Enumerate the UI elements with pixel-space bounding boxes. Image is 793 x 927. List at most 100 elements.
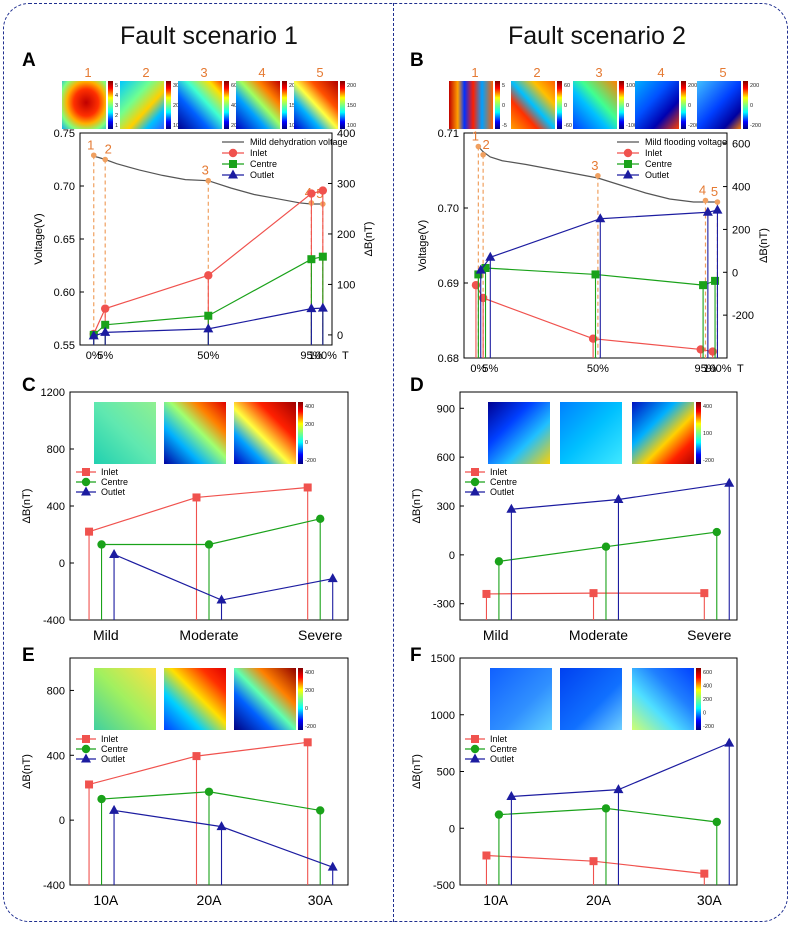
y2tick-label: 400 bbox=[732, 182, 750, 194]
category-label: Severe bbox=[687, 627, 732, 643]
ylabel: ΔB(nT) bbox=[411, 489, 423, 524]
voltage-marker-label: 3 bbox=[591, 158, 598, 173]
ytick-label: 0.70 bbox=[54, 181, 75, 193]
series-marker-outlet bbox=[216, 594, 227, 604]
series-marker-centre bbox=[699, 281, 708, 290]
colorbar-tick-label: 200 bbox=[347, 83, 356, 89]
series-marker-centre bbox=[316, 806, 325, 815]
heatmap-1 bbox=[490, 668, 552, 730]
colorbar-tick-label: 0 bbox=[305, 706, 308, 712]
series-marker-outlet bbox=[317, 302, 328, 312]
y2tick-label: 0 bbox=[337, 330, 343, 342]
xtick-label: 100% bbox=[309, 350, 337, 362]
colorbar-tick-label: 40 bbox=[231, 103, 237, 109]
category-label: Moderate bbox=[179, 627, 238, 643]
colorbar-tick-label: 200 bbox=[305, 688, 314, 694]
y2tick-label: 400 bbox=[337, 128, 355, 140]
voltage-marker bbox=[702, 197, 709, 204]
heatmap-3 bbox=[632, 668, 694, 730]
series-marker-inlet bbox=[85, 780, 94, 789]
series-marker-centre bbox=[494, 810, 504, 819]
xtick-label: 0% bbox=[86, 350, 102, 362]
legend-marker bbox=[82, 735, 90, 743]
series-marker-centre bbox=[481, 264, 490, 272]
legend-marker bbox=[471, 468, 479, 476]
legend-label-voltage: Mild flooding voltage bbox=[645, 137, 727, 147]
panel-label-C: C bbox=[22, 375, 36, 396]
series-marker-outlet bbox=[327, 861, 338, 871]
legend-label-inlet: Inlet bbox=[101, 734, 119, 744]
chart-D: D 400 100 -200 -300 0 300 600 900 ΔB(nT) Mild Moder… bbox=[410, 375, 738, 643]
heatmap-3 bbox=[234, 668, 296, 730]
series-marker-inlet bbox=[192, 493, 201, 502]
series-marker-outlet bbox=[506, 503, 517, 513]
legend-label-inlet: Inlet bbox=[250, 148, 268, 158]
legend-marker bbox=[81, 477, 91, 487]
category-label: 20A bbox=[586, 892, 612, 908]
heatmap-2 bbox=[560, 402, 622, 464]
series-marker-centre bbox=[591, 270, 600, 279]
colorbar-tick-label: -200 bbox=[750, 123, 761, 129]
series-marker-centre bbox=[101, 320, 110, 329]
voltage-marker bbox=[595, 172, 601, 179]
colorbar-tick-label: -200 bbox=[703, 724, 714, 730]
map-label: 1 bbox=[84, 65, 91, 80]
ylabel: Voltage(V) bbox=[33, 213, 45, 264]
colorbar-tick-label: 20 bbox=[231, 123, 237, 129]
chart-B: B150-52600-6031000-10042000-20052000-200… bbox=[410, 50, 770, 375]
series-marker-centre bbox=[204, 787, 214, 796]
ytick-label: 0.71 bbox=[438, 128, 459, 140]
colorbar-tick-label: 3 bbox=[115, 103, 118, 109]
ylabel: ΔB(nT) bbox=[21, 489, 33, 524]
heatmap-2 bbox=[164, 668, 226, 730]
series-marker-outlet bbox=[306, 303, 317, 313]
colorbar-tick-label: 100 bbox=[703, 431, 712, 437]
series-marker-outlet bbox=[109, 548, 120, 558]
heatmap-2 bbox=[511, 81, 555, 129]
legend-marker bbox=[470, 753, 480, 763]
legend-marker bbox=[81, 486, 91, 496]
legend-label-outlet: Outlet bbox=[490, 754, 515, 764]
colorbar bbox=[557, 81, 562, 129]
colorbar-tick-label: 200 bbox=[305, 422, 314, 428]
colorbar-tick-label: 4 bbox=[115, 93, 118, 99]
ylabel: Voltage(V) bbox=[417, 220, 429, 271]
series-marker-outlet bbox=[506, 790, 517, 800]
colorbar bbox=[108, 81, 113, 129]
colorbar-tick-label: 20 bbox=[173, 103, 179, 109]
legend-label-outlet: Outlet bbox=[645, 170, 670, 180]
map-label: 5 bbox=[719, 65, 726, 80]
map-label: 5 bbox=[316, 65, 323, 80]
colorbar-tick-label: 400 bbox=[703, 404, 712, 410]
series-marker-outlet bbox=[712, 204, 723, 214]
legend-label-inlet: Inlet bbox=[101, 467, 119, 477]
colorbar-tick-label: 150 bbox=[347, 103, 356, 109]
series-marker-outlet bbox=[485, 251, 496, 261]
ytick-label: -500 bbox=[433, 880, 455, 892]
series-marker-inlet bbox=[700, 589, 709, 598]
colorbar-tick-label: 5 bbox=[115, 83, 118, 89]
heatmap-1 bbox=[94, 668, 156, 730]
colorbar bbox=[340, 81, 345, 129]
colorbar-tick-label: 0 bbox=[626, 103, 629, 109]
voltage-marker-label: 1 bbox=[87, 137, 94, 152]
ytick-label: 0.65 bbox=[54, 234, 75, 246]
heatmap-4 bbox=[236, 81, 280, 129]
legend-label-centre: Centre bbox=[250, 159, 277, 169]
panel-label-B: B bbox=[410, 50, 424, 71]
series-marker-inlet bbox=[307, 189, 316, 198]
y2tick-label: -200 bbox=[732, 310, 754, 322]
heatmap-3 bbox=[178, 81, 222, 129]
ytick-label: -300 bbox=[433, 599, 455, 611]
voltage-marker bbox=[90, 152, 97, 159]
y2tick-label: 0 bbox=[732, 267, 738, 279]
series-marker-inlet bbox=[192, 752, 201, 761]
map-label: 4 bbox=[657, 65, 664, 80]
series-marker-inlet bbox=[101, 304, 110, 313]
legend-label-outlet: Outlet bbox=[250, 170, 275, 180]
legend-marker bbox=[470, 477, 480, 487]
legend-label-centre: Centre bbox=[101, 744, 128, 754]
heatmap-1 bbox=[488, 402, 550, 464]
ytick-label: 0 bbox=[59, 558, 65, 570]
colorbar-tick-label: 0 bbox=[502, 103, 505, 109]
